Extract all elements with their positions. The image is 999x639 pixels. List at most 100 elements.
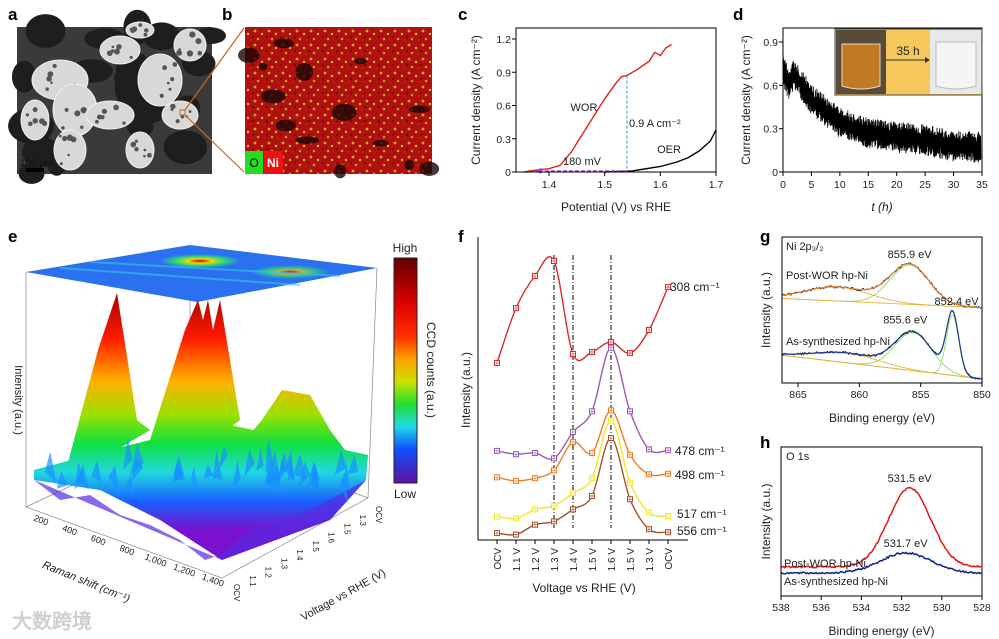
data-point-cross <box>666 471 670 476</box>
zoom-region-marker <box>179 109 186 116</box>
heatmap-hotspot <box>160 254 240 268</box>
sem-micropore <box>100 115 105 120</box>
x-tick-label: 20 <box>891 179 903 191</box>
map-shadow <box>372 139 389 147</box>
map-shadow <box>408 105 431 113</box>
series-line <box>496 256 669 364</box>
data-point-cross <box>609 340 613 344</box>
sem-micropore <box>175 119 180 124</box>
map-shadow <box>295 62 314 81</box>
series-label: 517 cm⁻¹ <box>677 507 727 521</box>
panel-label-d: d <box>733 5 743 24</box>
sem-micropore <box>111 45 115 49</box>
y-tick-label: 1.6 <box>327 532 336 544</box>
series-line-stability <box>782 54 982 163</box>
peak-label: 852.4 eV <box>935 296 980 308</box>
data-point-cross <box>514 478 518 483</box>
beaker-clear-solution <box>935 41 977 90</box>
sem-micropore <box>27 121 33 127</box>
x-axis-label: t (h) <box>871 200 892 214</box>
y-tick-label: 0.6 <box>763 80 778 92</box>
surface-spike <box>56 471 68 489</box>
panel-label-h: h <box>760 433 770 452</box>
series-label: 308 cm⁻¹ <box>670 280 720 294</box>
series-label: 478 cm⁻¹ <box>675 444 725 458</box>
map-shadow <box>353 57 368 65</box>
data-point-cross <box>552 468 556 473</box>
data-point-cross <box>609 418 613 423</box>
overpotential-annotation: 180 mV <box>563 156 602 168</box>
x-tick-label: 35 <box>976 179 988 191</box>
colorbar-label: CCD counts (a.u.) <box>424 322 438 418</box>
data-point-cross <box>647 472 651 477</box>
x-tick-label: 530 <box>933 602 951 614</box>
data-point-cross <box>590 349 594 354</box>
surface-spike <box>91 459 102 482</box>
legend-label-o: O <box>249 156 258 170</box>
zoom-connector-line <box>184 27 245 111</box>
sem-micropore <box>25 113 30 117</box>
sem-micropore <box>74 110 81 117</box>
y-tick-label: 0.3 <box>496 134 511 146</box>
x-tick-label: 860 <box>851 389 869 401</box>
spectrum-title: O 1s <box>786 451 810 463</box>
data-point-cross <box>533 476 537 481</box>
x-tick-label: 1.1 V <box>512 548 523 572</box>
panel-label-c: c <box>458 5 467 24</box>
data-point-cross <box>571 352 575 356</box>
data-point-cross <box>628 480 632 485</box>
sem-micropore <box>46 75 52 82</box>
colorbar-low-label: Low <box>394 487 416 501</box>
sem-micropore <box>144 28 149 33</box>
sem-strut <box>99 35 141 65</box>
x-tick-label: 1.3 V <box>645 548 656 572</box>
data-point-cross <box>647 510 651 515</box>
sem-micropore <box>172 62 178 67</box>
sem-image: 100 μm <box>8 9 226 184</box>
sem-micropore <box>122 121 126 125</box>
axes-frame <box>515 27 717 173</box>
surface-spike <box>265 439 274 474</box>
x-tick-label: 800 <box>118 543 136 558</box>
surface-spike <box>125 475 135 499</box>
series-label: Post-WOR hp-Ni <box>784 558 866 570</box>
data-point-cross <box>647 328 651 332</box>
y-axis-label: Intensity (a.u.) <box>759 483 773 559</box>
surface-peak <box>66 293 150 470</box>
sem-micropore <box>50 81 53 84</box>
sem-micropore <box>195 38 202 45</box>
colorbar-high-label: High <box>393 241 418 255</box>
data-point-cross <box>571 507 575 512</box>
y-axis-label: Current density (A cm⁻²) <box>469 35 483 165</box>
colorbar <box>393 257 418 484</box>
series-label: 556 cm⁻¹ <box>677 524 727 538</box>
x-tick-label: OCV <box>493 548 504 570</box>
data-point-cross <box>628 351 632 356</box>
x-tick-label: 538 <box>772 602 790 614</box>
data-point-cross <box>647 447 651 452</box>
axes-frame <box>781 236 983 384</box>
x-tick-label: 865 <box>789 389 807 401</box>
surface-spike <box>287 447 295 482</box>
inset-photo: 35 h <box>834 28 983 96</box>
surface-front-edge <box>34 480 366 560</box>
surface-spike <box>276 457 287 485</box>
sem-pore <box>163 130 208 165</box>
sem-micropore <box>110 49 115 53</box>
series-label: 498 cm⁻¹ <box>675 468 725 482</box>
x-tick-label: 1.4 <box>542 179 557 191</box>
legend-label-ni: Ni <box>267 156 279 170</box>
watermark: 大数跨境 <box>12 609 92 633</box>
x-axis-label: Binding energy (eV) <box>829 411 935 425</box>
x-tick-label: 0 <box>780 179 786 191</box>
scale-bar-label: 100 μm <box>20 158 54 169</box>
sem-pore <box>126 116 154 138</box>
sem-micropore <box>170 103 176 110</box>
y-axis-label: Intensity (a.u.) <box>759 272 773 348</box>
data-point-cross <box>666 285 670 290</box>
z-axis-label: Intensity (a.u.) <box>12 365 24 435</box>
y-tick-label: 1.2 <box>496 34 511 46</box>
x-tick-label: 400 <box>61 523 79 538</box>
surface-spike <box>190 466 199 495</box>
sem-micropore <box>113 48 120 55</box>
